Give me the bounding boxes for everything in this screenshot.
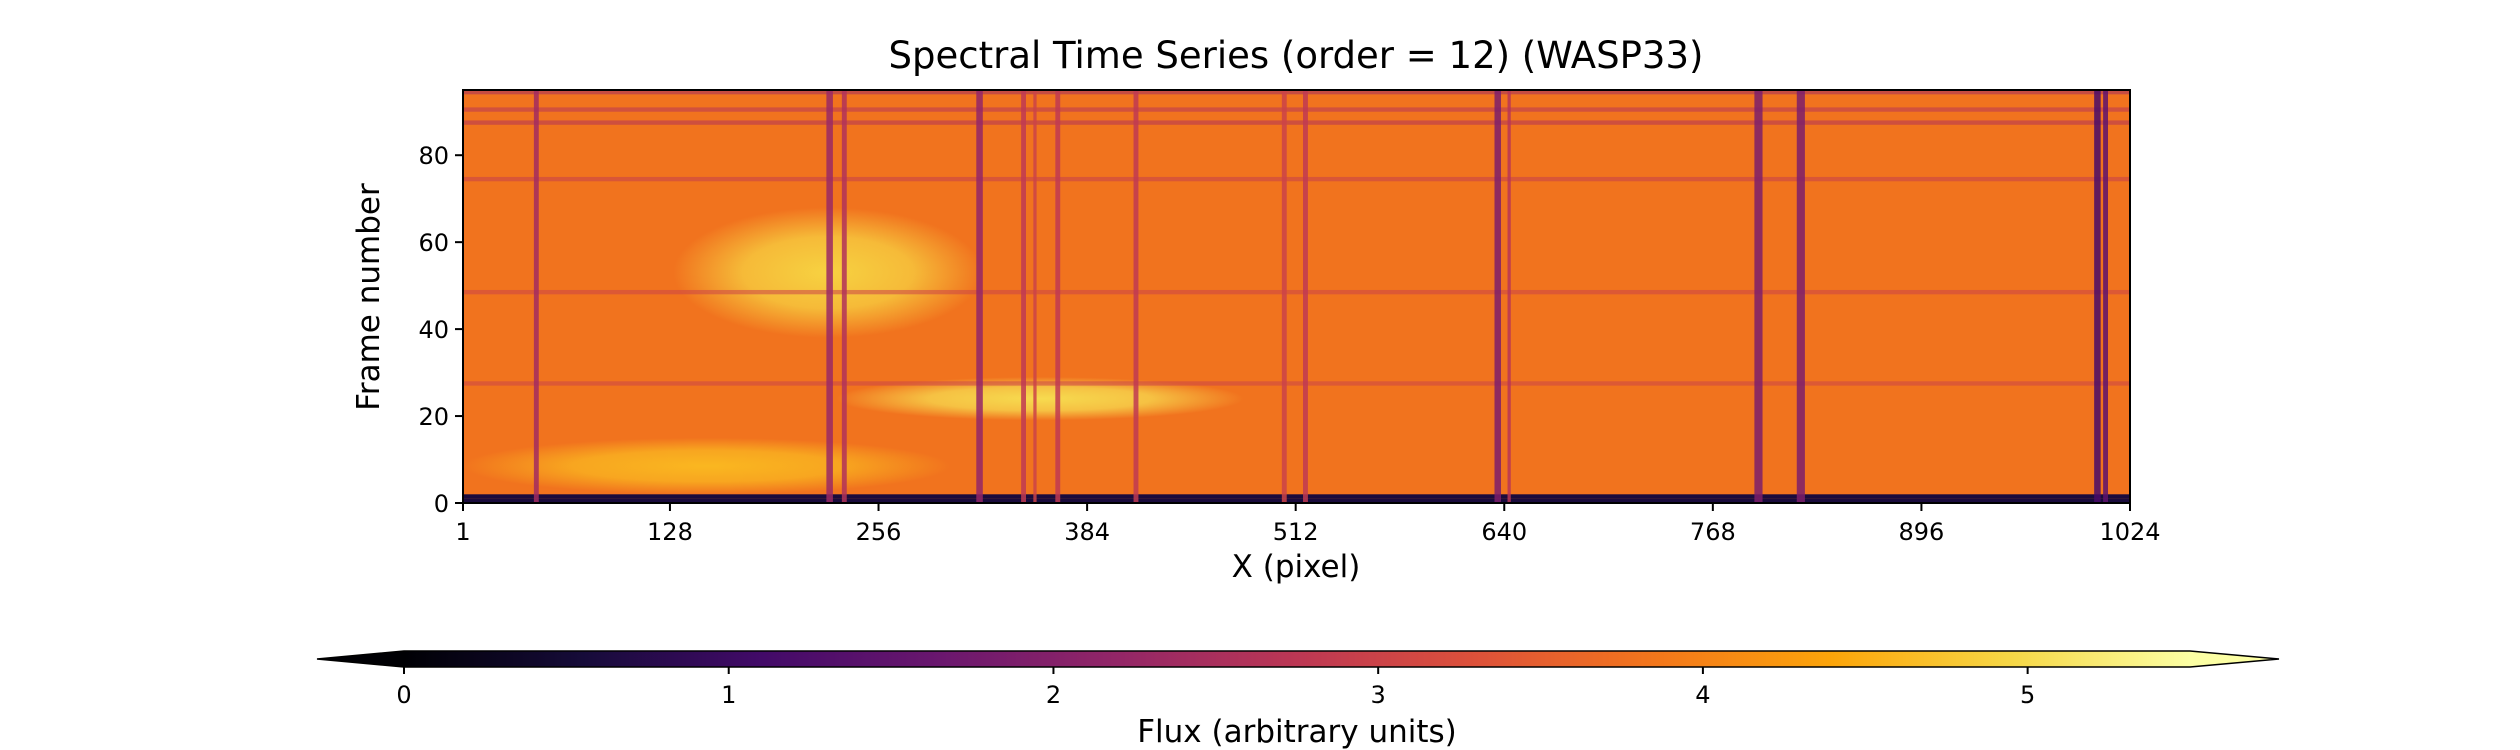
colorbar-ticks: 0 1 2 3 4 5: [396, 667, 2035, 709]
colorbar: 0 1 2 3 4 5: [316, 650, 2280, 709]
absorption-line: [1133, 90, 1139, 503]
low-frame-row: [463, 176, 2130, 182]
absorption-line: [1303, 90, 1308, 503]
x-tick-label: 256: [856, 518, 902, 546]
y-tick-label: 60: [418, 229, 449, 257]
y-tick-label: 20: [418, 403, 449, 431]
absorption-line: [1507, 90, 1511, 503]
colorbar-extend-high: [2190, 651, 2279, 667]
colorbar-label: Flux (arbitrary units): [1137, 714, 1457, 750]
x-tick-label: 640: [1481, 518, 1527, 546]
low-frame-row: [463, 498, 2130, 503]
colorbar-tick-label: 1: [721, 681, 736, 709]
x-tick-label: 1: [455, 518, 470, 546]
x-tick-label: 1024: [2099, 518, 2160, 546]
x-axis: 1 128 256 384 512 640 768 896 1024: [455, 503, 2161, 546]
absorption-line: [2094, 90, 2101, 503]
absorption-line: [1796, 90, 1805, 503]
chart-title: Spectral Time Series (order = 12) (WASP3…: [889, 34, 1704, 77]
low-frame-row: [463, 120, 2130, 125]
x-tick-label: 384: [1064, 518, 1110, 546]
y-axis-label: Frame number: [351, 183, 387, 411]
colorbar-tick-label: 2: [1046, 681, 1061, 709]
heatmap-plot: [462, 89, 2131, 504]
colorbar-gradient: [404, 651, 2190, 667]
absorption-line: [1033, 90, 1037, 503]
y-tick-label: 40: [418, 316, 449, 344]
y-axis: 0 20 40 60 80: [418, 142, 463, 518]
x-tick-label: 896: [1899, 518, 1945, 546]
y-tick-label: 80: [418, 142, 449, 170]
x-tick-label: 768: [1690, 518, 1736, 546]
absorption-line: [2103, 90, 2109, 503]
colorbar-tick-label: 0: [396, 681, 411, 709]
absorption-line: [1055, 90, 1061, 503]
bright-region: [463, 437, 951, 495]
colorbar-tick-label: 4: [1695, 681, 1710, 709]
absorption-line: [826, 90, 833, 503]
colorbar-outline: [316, 650, 2280, 668]
absorption-line: [1754, 90, 1763, 503]
low-frame-row: [463, 289, 2130, 295]
x-tick-label: 128: [647, 518, 693, 546]
absorption-line: [533, 90, 539, 503]
absorption-line: [976, 90, 983, 503]
absorption-line: [1021, 90, 1026, 503]
x-tick-label: 512: [1273, 518, 1319, 546]
low-frame-row: [463, 90, 2130, 95]
colorbar-tick-label: 5: [2020, 681, 2035, 709]
absorption-line: [841, 90, 847, 503]
low-frame-row: [463, 381, 2130, 386]
colorbar-tick-label: 3: [1371, 681, 1386, 709]
y-tick-label: 0: [434, 490, 449, 518]
absorption-line: [1281, 90, 1287, 503]
low-frame-row: [463, 107, 2130, 112]
absorption-line: [1494, 90, 1502, 503]
x-axis-label: X (pixel): [1232, 549, 1361, 585]
low-frame-row: [463, 494, 2130, 499]
colorbar-extend-low: [317, 651, 404, 667]
